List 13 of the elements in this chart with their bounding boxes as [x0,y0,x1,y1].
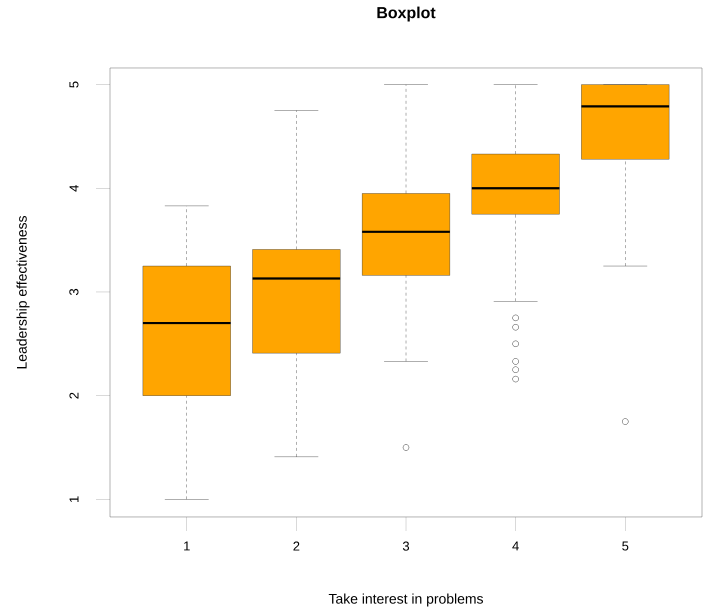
y-tick-label: 3 [69,288,78,296]
chart-title: Boxplot [377,6,436,22]
x-tick-label: 4 [512,542,519,550]
x-axis-title: Take interest in problems [328,593,483,606]
y-tick-label: 1 [70,496,78,502]
y-axis-title: Leadership effectiveness [16,216,30,368]
y-tick-label: 5 [69,82,78,88]
x-tick-label: 5 [622,542,628,551]
x-tick-label: 2 [293,542,300,551]
x-tick-label: 1 [184,542,190,550]
y-tick-label: 4 [70,185,78,192]
x-tick-label: 3 [402,542,410,551]
y-tick-label: 2 [69,392,78,399]
